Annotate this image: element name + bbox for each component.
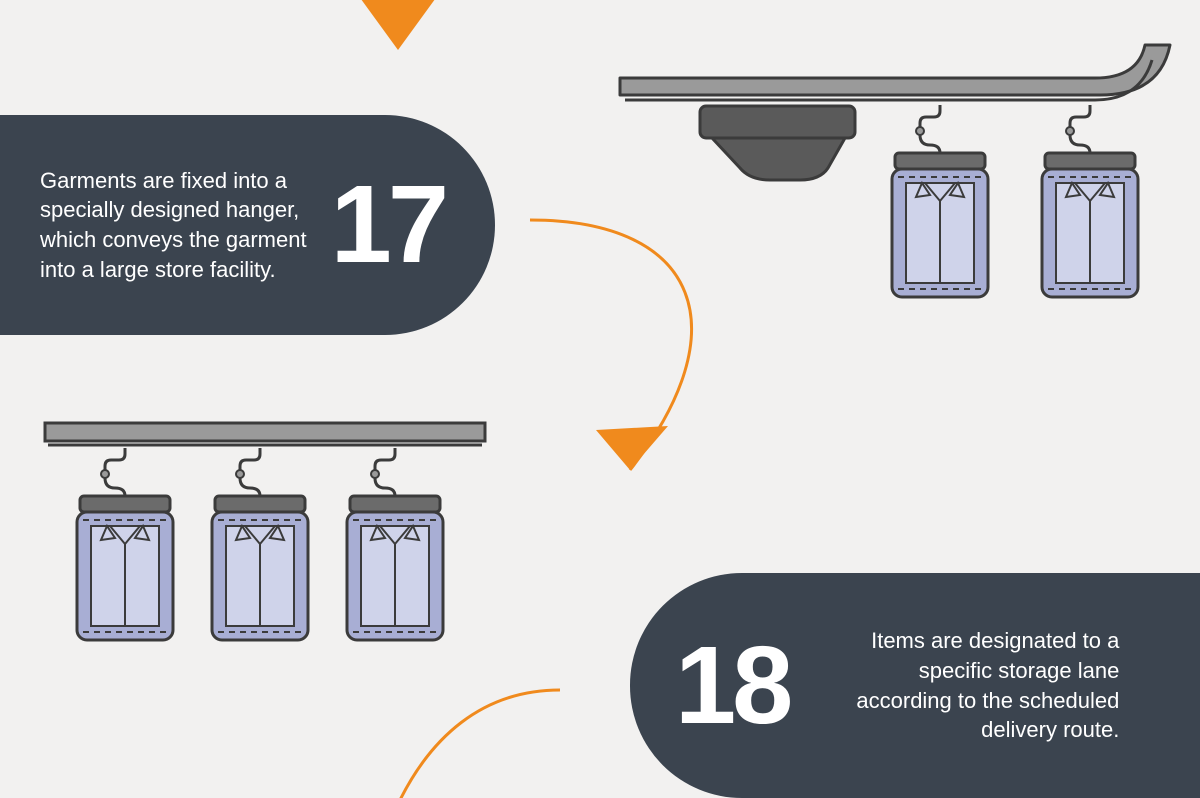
step-callout-17: Garments are fixed into a specially desi… <box>0 115 495 335</box>
illustration-18 <box>45 423 485 640</box>
step-17-text: Garments are fixed into a specially desi… <box>40 166 311 285</box>
step-18-text: Items are designated to a specific stora… <box>819 626 1119 745</box>
illustration-17 <box>620 45 1170 297</box>
step-callout-18: 18 Items are designated to a specific st… <box>630 573 1200 798</box>
arrow-head-18 <box>596 426 668 470</box>
step-17-number: 17 <box>331 170 445 280</box>
arrow-head-top <box>358 0 438 50</box>
step-18-number: 18 <box>675 631 789 741</box>
connector-18-out <box>400 690 560 798</box>
connector-17-18 <box>530 220 692 470</box>
